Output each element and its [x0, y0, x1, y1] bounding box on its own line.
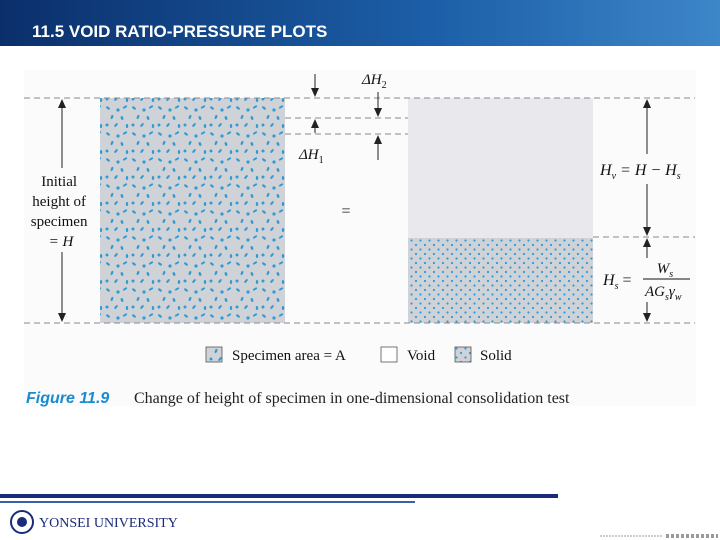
delta-arrows	[311, 74, 382, 160]
footer-rule-thin	[0, 501, 415, 503]
symbol: γ	[669, 284, 676, 300]
symbol: = H − H	[616, 162, 678, 179]
void-block	[408, 98, 593, 238]
symbol: =	[622, 272, 631, 289]
subscript: w	[675, 292, 682, 303]
caption-label: Figure 11.9	[26, 390, 109, 407]
logo-emblem-core	[17, 517, 27, 527]
hv-bg	[598, 155, 695, 183]
footer-rule	[0, 494, 558, 498]
legend-void-icon	[380, 346, 398, 363]
equals-sign: =	[341, 203, 350, 220]
delta-h2: ΔH2	[361, 72, 387, 91]
height-arrow	[58, 99, 66, 322]
caption-text: Change of height of specimen in one-dime…	[134, 390, 570, 407]
hv-equation: Hv = H − Hs	[599, 162, 681, 182]
header-title: 11.5 VOID RATIO-PRESSURE PLOTS	[32, 22, 327, 41]
subscript: s	[665, 292, 669, 303]
legend-label: Specimen area = A	[232, 348, 346, 364]
delta-h1: ΔH1	[298, 147, 324, 166]
legend-label: Void	[407, 348, 436, 364]
symbol: W	[657, 261, 671, 277]
hs-lhs: Hs =	[602, 272, 632, 292]
header-bar	[0, 0, 720, 46]
symbol: AG	[644, 284, 665, 300]
legend-specimen-icon	[205, 346, 223, 363]
symbol: ΔH	[361, 72, 383, 88]
label-line: = H	[49, 234, 75, 250]
initial-height-label: Initial height of specimen = H	[31, 174, 91, 250]
symbol: H	[602, 272, 616, 289]
logo-text: YONSEI UNIVERSITY	[39, 516, 178, 531]
label-line: Initial	[41, 174, 77, 190]
solid-block	[408, 238, 593, 323]
legend-solid-icon	[454, 346, 472, 363]
label-line: specimen	[31, 214, 88, 230]
subscript: 2	[382, 80, 387, 91]
right-arrows	[643, 99, 651, 322]
subscript: s	[615, 281, 619, 292]
symbol: ΔH	[298, 147, 320, 163]
legend-label: Solid	[480, 348, 512, 364]
hs-denominator: AGsγw	[644, 284, 682, 303]
initial-specimen	[100, 98, 285, 323]
label-line: height of	[32, 194, 86, 210]
subscript: s	[677, 171, 681, 182]
hs-numerator: Ws	[657, 261, 674, 280]
hs-bg	[598, 258, 695, 302]
symbol: H	[599, 162, 613, 179]
subscript: 1	[319, 155, 324, 166]
subscript: v	[612, 171, 617, 182]
subscript: s	[669, 269, 673, 280]
